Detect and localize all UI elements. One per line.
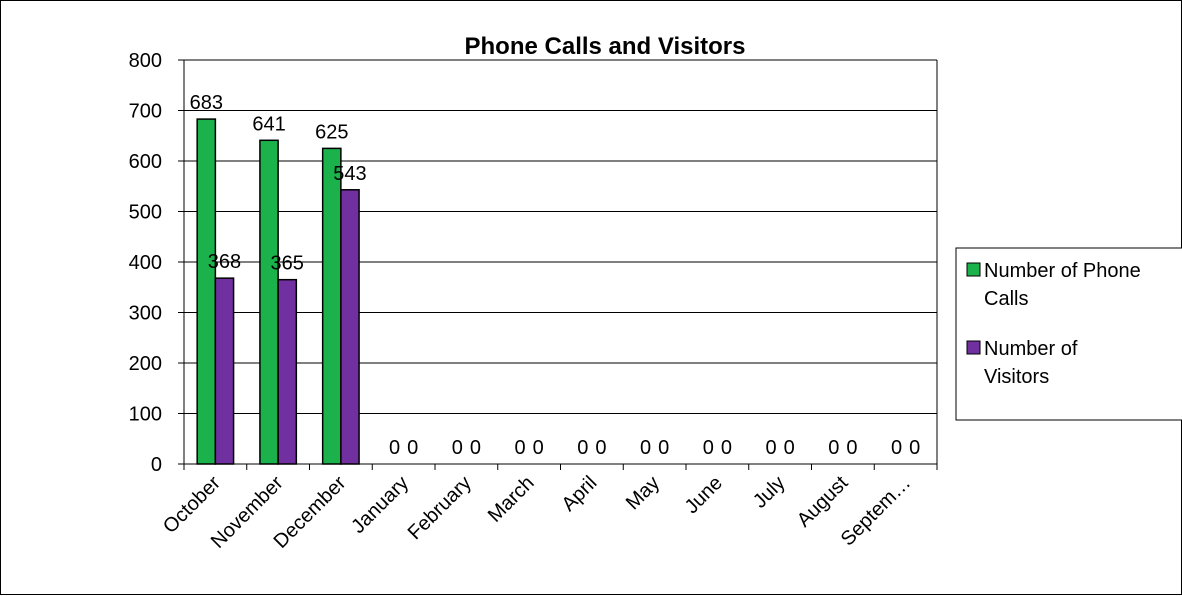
- data-label: 0: [389, 437, 400, 459]
- y-tick-label: 100: [129, 404, 162, 426]
- data-label: 0: [765, 437, 776, 459]
- data-label: 543: [333, 163, 366, 185]
- legend: Number of Phone Calls Number of Visitors: [955, 247, 1182, 421]
- bar-visitors: [277, 278, 298, 465]
- y-tick-label: 200: [129, 353, 162, 375]
- bar-visitors: [214, 277, 235, 465]
- bar-phone-calls: [196, 118, 217, 465]
- data-label: 0: [721, 437, 732, 459]
- bar-visitors: [340, 189, 360, 465]
- data-label: 0: [452, 437, 463, 459]
- legend-label: Number of Visitors: [984, 338, 1078, 388]
- y-tick-label: 0: [151, 454, 162, 476]
- bars: [196, 118, 360, 465]
- data-label: 0: [846, 437, 857, 459]
- data-label: 0: [909, 437, 920, 459]
- x-tick-label: February: [404, 472, 476, 544]
- bar-phone-calls: [321, 147, 342, 465]
- data-label: 0: [891, 437, 902, 459]
- data-label: 0: [595, 437, 606, 459]
- data-label: 0: [407, 437, 418, 459]
- x-tick-label: May: [622, 472, 664, 514]
- data-label: 0: [703, 437, 714, 459]
- x-tick-label: June: [681, 472, 727, 518]
- y-tick-label: 700: [129, 101, 162, 123]
- gridlines: [184, 59, 938, 464]
- data-label: 641: [252, 113, 285, 135]
- legend-box: [955, 247, 1182, 421]
- x-tick-label: April: [558, 472, 602, 516]
- data-label: 0: [640, 437, 651, 459]
- x-tick-label: July: [749, 472, 790, 513]
- data-label: 0: [514, 437, 525, 459]
- data-label: 0: [828, 437, 839, 459]
- data-label: 0: [470, 437, 481, 459]
- data-label: 683: [190, 92, 223, 114]
- axes: 0100200300400500600700800OctoberNovember…: [129, 50, 938, 553]
- y-tick-label: 400: [129, 252, 162, 274]
- y-tick-label: 800: [129, 50, 162, 72]
- y-tick-label: 500: [129, 202, 162, 224]
- legend-swatch: [966, 340, 981, 355]
- legend-swatch: [966, 262, 981, 277]
- chart-title: Phone Calls and Visitors: [465, 33, 746, 60]
- y-tick-label: 300: [129, 303, 162, 325]
- data-label: 0: [533, 437, 544, 459]
- y-tick-label: 600: [129, 151, 162, 173]
- legend-label: Number of Phone Calls: [984, 260, 1141, 310]
- data-label: 0: [577, 437, 588, 459]
- data-label: 368: [208, 251, 241, 273]
- data-label: 365: [271, 253, 304, 275]
- data-label: 0: [658, 437, 669, 459]
- data-label: 625: [315, 121, 348, 143]
- data-label: 0: [784, 437, 795, 459]
- bar-phone-calls: [259, 139, 279, 465]
- x-tick-label: August: [793, 472, 853, 532]
- x-tick-label: March: [484, 472, 539, 527]
